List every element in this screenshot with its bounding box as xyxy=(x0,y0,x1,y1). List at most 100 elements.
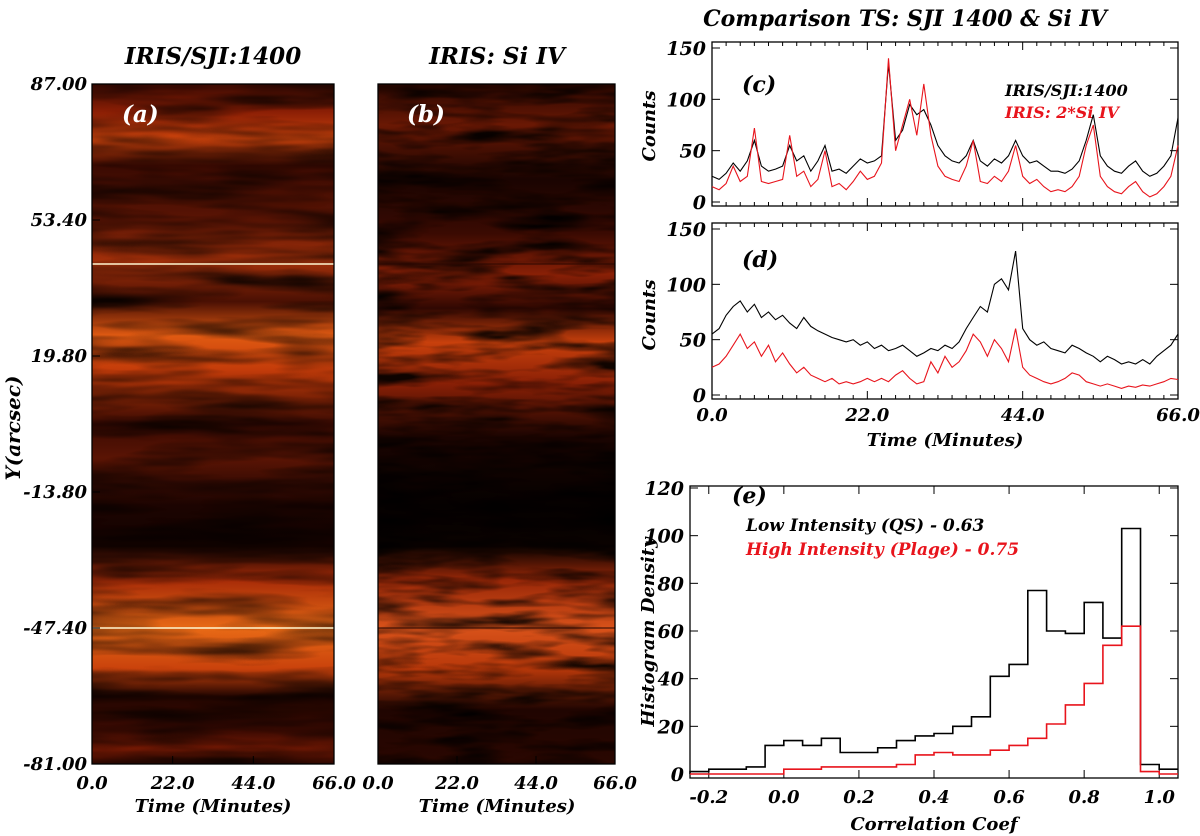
legend-e-qs: Low Intensity (QS) - 0.63 xyxy=(745,516,985,536)
hist-bin-e-1-12 xyxy=(915,755,934,774)
hist-bin-e-0-24 xyxy=(1141,765,1160,775)
hist-bin-e-0-11 xyxy=(897,741,916,774)
plot-frame-c xyxy=(711,41,1179,207)
y-tick-label-ticks-a-0: 87.00 xyxy=(30,74,88,95)
x-axis-label-a: Time (Minutes) xyxy=(135,796,292,817)
x-tick-label-e-6: 1.0 xyxy=(1144,787,1176,808)
hist-bin-e-1-21 xyxy=(1084,683,1103,774)
y-tick-label-ticks-a-2: 19.80 xyxy=(31,346,88,367)
hist-bin-e-0-9 xyxy=(859,753,878,775)
y-tick-label-e-6: 120 xyxy=(644,478,684,500)
series-line-plot-c-0 xyxy=(711,63,1179,181)
x-axis-label-b: Time (Minutes) xyxy=(419,796,576,817)
series-line-plot-d-1 xyxy=(711,328,1179,389)
x-tick-label-ticks-b-0: 0.0 xyxy=(362,773,394,794)
hist-bin-e-1-22 xyxy=(1103,645,1122,774)
legend-c-sji: IRIS/SJI:1400 xyxy=(1004,81,1128,100)
y-tick-label-plot-d-3: 150 xyxy=(666,219,706,241)
tick-labels-a: 0.0 22.0 44.0 66.0 87.00 53.40 19.80 -13.80 -47.… xyxy=(23,74,356,794)
x-tick-label-plot-d-0: 0.0 xyxy=(696,405,728,426)
x-tick-label-e-4: 0.6 xyxy=(993,787,1025,808)
x-tick-label-ticks-a-3: 66.0 xyxy=(312,773,356,794)
y-axis-label-c: Counts xyxy=(639,91,660,162)
y-tick-label-plot-c-0: 0 xyxy=(693,192,706,214)
x-tick-label-ticks-b-1: 22.0 xyxy=(434,773,479,794)
panel-label-c: (c) xyxy=(742,72,776,98)
x-tick-label-plot-d-1: 22.0 xyxy=(844,405,889,426)
hist-bin-e-1-16 xyxy=(990,750,1009,774)
y-tick-label-e-2: 40 xyxy=(658,669,684,691)
x-tick-label-ticks-a-0: 0.0 xyxy=(76,773,108,794)
y-tick-label-e-1: 20 xyxy=(657,716,684,738)
x-tick-label-e-3: 0.4 xyxy=(918,787,949,808)
hist-bin-e-1-7 xyxy=(821,767,840,774)
y-tick-label-e-3: 60 xyxy=(658,621,684,643)
hist-bin-e-1-15 xyxy=(972,755,991,774)
y-tick-label-ticks-a-3: -13.80 xyxy=(23,482,87,503)
x-tick-label-ticks-b-3: 66.0 xyxy=(593,773,637,794)
hist-bin-e-1-23 xyxy=(1122,626,1141,774)
series-line-plot-d-0 xyxy=(711,251,1179,365)
y-axis-label-d: Counts xyxy=(639,280,660,351)
hist-bin-e-0-21 xyxy=(1084,602,1103,774)
hist-bin-e-0-19 xyxy=(1047,631,1066,774)
heatmap-b xyxy=(377,83,616,765)
hist-bin-e-1-18 xyxy=(1028,738,1047,774)
y-tick-label-e-5: 100 xyxy=(644,526,684,548)
hist-bin-e-1-19 xyxy=(1047,724,1066,774)
hist-bin-e-0-10 xyxy=(878,748,897,774)
x-tick-label-e-0: -0.2 xyxy=(689,787,728,808)
plot-frame-d xyxy=(711,222,1179,400)
tick-labels-b: 0.0 22.0 44.0 66.0 xyxy=(362,756,637,794)
y-tick-label-plot-d-1: 50 xyxy=(680,330,706,352)
hist-bin-e-0-14 xyxy=(953,726,972,774)
title-panel-b: IRIS: Si IV xyxy=(428,43,567,70)
hist-bin-e-1-10 xyxy=(878,767,897,774)
panel-label-d: (d) xyxy=(742,247,778,273)
y-tick-label-e-0: 0 xyxy=(671,764,684,786)
y-tick-label-plot-c-1: 50 xyxy=(680,141,706,163)
legend-c-siiv: IRIS: 2*Si IV xyxy=(1004,103,1120,122)
x-tick-label-plot-d-2: 44.0 xyxy=(1001,405,1045,426)
heatmap-a xyxy=(91,83,335,765)
plot-c: 0 50 100 150 xyxy=(666,38,1179,214)
hist-bin-e-0-13 xyxy=(934,734,953,775)
y-axis-label-e: Histogram Density xyxy=(638,536,659,728)
hist-bin-e-0-17 xyxy=(1009,664,1028,774)
panel-label-e: (e) xyxy=(732,483,767,509)
title-right: Comparison TS: SJI 1400 & Si IV xyxy=(703,6,1109,32)
x-tick-label-e-2: 0.2 xyxy=(843,787,874,808)
y-tick-label-e-4: 80 xyxy=(657,573,684,595)
hist-bin-e-0-8 xyxy=(840,753,859,775)
x-tick-label-e-1: 0.0 xyxy=(768,787,800,808)
y-tick-label-plot-c-2: 100 xyxy=(666,89,706,111)
hist-bin-e-1-20 xyxy=(1065,705,1084,774)
x-axis-label-d: Time (Minutes) xyxy=(867,430,1024,451)
x-tick-label-plot-d-3: 66.0 xyxy=(1156,405,1200,426)
y-tick-label-ticks-a-1: 53.40 xyxy=(31,210,88,231)
hist-bin-e-0-20 xyxy=(1065,633,1084,774)
hist-series-e-0 xyxy=(689,527,1178,774)
plot-d: 0 50 100 150 0.0 22.0 44.0 66.0 xyxy=(666,219,1200,426)
y-tick-label-ticks-a-4: -47.40 xyxy=(23,618,87,639)
hist-bin-e-0-4 xyxy=(765,745,784,774)
x-axis-label-e: Correlation Coef xyxy=(850,814,1021,835)
hist-bin-e-1-9 xyxy=(859,767,878,774)
title-panel-a: IRIS/SJI:1400 xyxy=(124,43,301,70)
hist-bin-e-1-11 xyxy=(897,765,916,775)
y-axis-label: Y(arcsec) xyxy=(1,375,25,480)
hist-bin-e-1-17 xyxy=(1009,745,1028,774)
hist-bin-e-0-15 xyxy=(972,717,991,774)
series-line-plot-c-1 xyxy=(711,58,1179,198)
x-tick-label-ticks-a-2: 44.0 xyxy=(231,773,275,794)
hist-bin-e-0-22 xyxy=(1103,638,1122,774)
y-tick-label-plot-c-3: 150 xyxy=(666,38,706,60)
x-tick-label-ticks-a-1: 22.0 xyxy=(150,773,195,794)
hist-bin-e-0-23 xyxy=(1122,529,1141,775)
hist-series-e-1 xyxy=(690,625,1178,775)
hist-bin-e-0-18 xyxy=(1028,591,1047,775)
panel-label-b: (b) xyxy=(407,101,445,128)
hist-bin-e-0-7 xyxy=(821,738,840,774)
y-tick-label-plot-d-2: 100 xyxy=(666,274,706,296)
